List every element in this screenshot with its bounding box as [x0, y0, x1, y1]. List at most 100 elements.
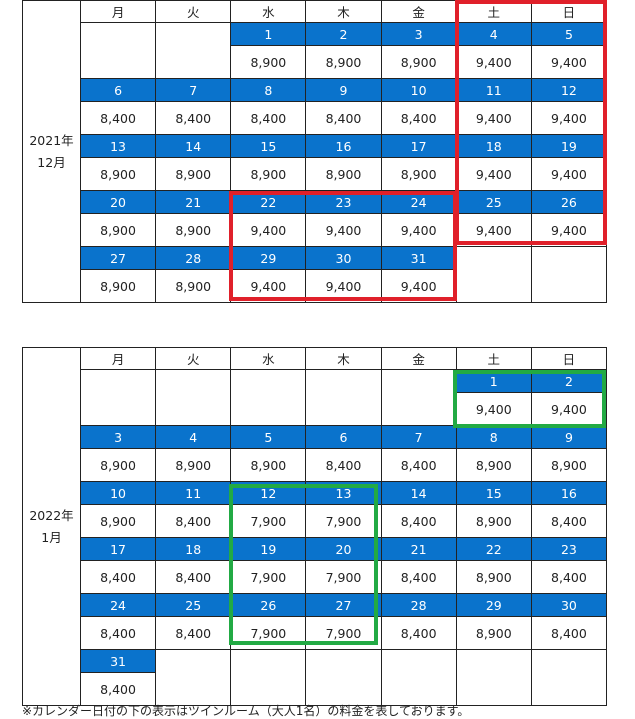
- month-name: 1月: [41, 529, 62, 545]
- price-cell: 8,900: [230, 157, 307, 191]
- price-cell: 8,400: [155, 616, 232, 650]
- price-cell: 8,400: [79, 672, 157, 706]
- empty-cell: [155, 45, 232, 79]
- date-row: 31: [23, 649, 608, 673]
- date-cell: 30: [305, 246, 382, 270]
- date-row: 27 28 29 30 31: [23, 246, 608, 270]
- date-cell: 8: [455, 425, 532, 449]
- price-cell: 8,400: [79, 101, 157, 135]
- date-cell: 14: [155, 134, 232, 158]
- price-cell: 9,400: [530, 213, 608, 247]
- date-cell: 27: [79, 246, 157, 270]
- weekday-header: 土: [455, 347, 532, 370]
- weekday-header: 月: [79, 347, 157, 370]
- price-cell: 8,900: [530, 448, 608, 482]
- date-cell: 15: [455, 481, 532, 505]
- empty-cell: [305, 672, 382, 706]
- empty-cell: [79, 45, 157, 79]
- price-cell: 8,900: [380, 45, 457, 79]
- date-cell: 26: [230, 593, 307, 617]
- date-row: 24 25 26 27 28 29 30: [23, 593, 608, 617]
- date-cell: 5: [230, 425, 307, 449]
- date-cell: 3: [380, 22, 457, 46]
- date-cell: 13: [79, 134, 157, 158]
- date-cell: 1: [455, 369, 532, 393]
- price-row: 8,900 8,900 9,400 9,400 9,400: [23, 269, 608, 303]
- price-cell: 8,900: [455, 448, 532, 482]
- date-cell: 9: [530, 425, 608, 449]
- price-cell: 9,400: [455, 392, 532, 426]
- empty-cell: [305, 369, 382, 393]
- price-row: 8,900 8,900 8,900 8,400 8,400 8,900 8,900: [23, 448, 608, 482]
- price-cell: 8,900: [455, 504, 532, 538]
- weekday-header: 水: [230, 347, 307, 370]
- price-cell: 7,900: [230, 504, 307, 538]
- empty-cell: [380, 649, 457, 673]
- price-cell: 8,400: [380, 504, 457, 538]
- weekday-header: 日: [530, 347, 608, 370]
- date-cell: 24: [79, 593, 157, 617]
- empty-cell: [155, 672, 232, 706]
- weekday-header: 水: [230, 0, 307, 23]
- price-cell: 9,400: [230, 213, 307, 247]
- date-cell: 12: [230, 481, 307, 505]
- price-cell: 8,900: [305, 157, 382, 191]
- date-cell: 6: [305, 425, 382, 449]
- empty-cell: [380, 672, 457, 706]
- empty-cell: [455, 649, 532, 673]
- footnote: ※カレンダー日付の下の表示はツインルーム（大人1名）の料金を表しております。: [22, 704, 470, 718]
- price-row: 8,900 8,900 8,900 8,900 8,900 9,400 9,400: [23, 157, 608, 191]
- weekday-header: 月: [79, 0, 157, 23]
- date-cell: 4: [455, 22, 532, 46]
- price-cell: 8,400: [155, 560, 232, 594]
- year-label: 2022年: [29, 507, 74, 523]
- date-cell: 29: [455, 593, 532, 617]
- price-cell: 9,400: [230, 269, 307, 303]
- price-cell: 9,400: [530, 157, 608, 191]
- date-cell: 29: [230, 246, 307, 270]
- date-row: 20 21 22 23 24 25 26: [23, 190, 608, 214]
- price-cell: 9,400: [530, 101, 608, 135]
- date-cell: 18: [155, 537, 232, 561]
- date-cell: 16: [305, 134, 382, 158]
- date-cell: 16: [530, 481, 608, 505]
- date-cell: 19: [530, 134, 608, 158]
- date-cell: 24: [380, 190, 457, 214]
- price-cell: 9,400: [455, 101, 532, 135]
- price-cell: 7,900: [230, 560, 307, 594]
- price-cell: 7,900: [305, 616, 382, 650]
- price-cell: 9,400: [455, 213, 532, 247]
- price-cell: 8,900: [79, 504, 157, 538]
- price-cell: 7,900: [305, 560, 382, 594]
- date-cell: 20: [79, 190, 157, 214]
- empty-cell: [155, 649, 232, 673]
- price-cell: 8,400: [380, 616, 457, 650]
- price-row: 8,400 8,400 7,900 7,900 8,400 8,900 8,400: [23, 560, 608, 594]
- price-cell: 9,400: [530, 45, 608, 79]
- price-cell: 8,400: [530, 560, 608, 594]
- empty-cell: [455, 672, 532, 706]
- calendar-2021-12: 2021年 12月月火水木金土日 1 2 3 4 5 8,900 8,900 8,900 9,400…: [22, 0, 608, 303]
- price-cell: 8,900: [79, 448, 157, 482]
- date-cell: 3: [79, 425, 157, 449]
- date-cell: 30: [530, 593, 608, 617]
- price-row: 8,900 8,400 7,900 7,900 8,400 8,900 8,400: [23, 504, 608, 538]
- price-cell: 8,400: [230, 101, 307, 135]
- date-cell: 11: [155, 481, 232, 505]
- price-cell: 8,900: [155, 213, 232, 247]
- date-cell: 11: [455, 78, 532, 102]
- price-row: 8,400 8,400 7,900 7,900 8,400 8,900 8,400: [23, 616, 608, 650]
- price-cell: 8,400: [155, 504, 232, 538]
- price-cell: 9,400: [305, 213, 382, 247]
- empty-cell: [380, 392, 457, 426]
- price-cell: 9,400: [455, 45, 532, 79]
- date-row: 6 7 8 9 10 11 12: [23, 78, 608, 102]
- date-cell: 10: [79, 481, 157, 505]
- date-cell: 2: [530, 369, 608, 393]
- date-cell: 25: [155, 593, 232, 617]
- date-cell: 17: [380, 134, 457, 158]
- date-cell: 6: [79, 78, 157, 102]
- date-cell: 21: [155, 190, 232, 214]
- price-cell: 9,400: [380, 269, 457, 303]
- date-cell: 27: [305, 593, 382, 617]
